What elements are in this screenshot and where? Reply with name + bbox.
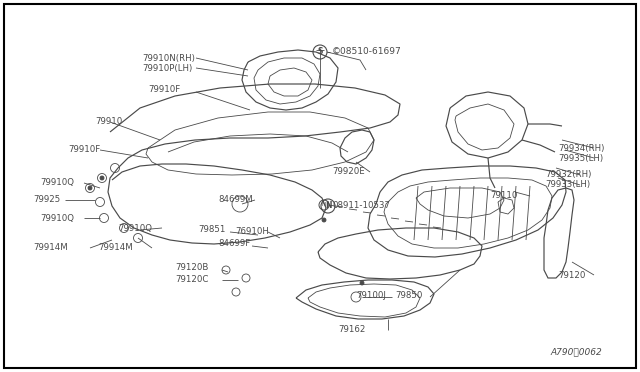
Text: 79920E: 79920E [332,167,365,176]
Text: 76910H: 76910H [235,228,269,237]
Text: 79925: 79925 [33,196,60,205]
Text: 79110: 79110 [490,192,517,201]
Text: 79162: 79162 [339,326,365,334]
Text: 79910F: 79910F [148,86,180,94]
Text: 79850: 79850 [395,291,422,299]
Text: 79910P(LH): 79910P(LH) [142,64,192,73]
Text: N: N [322,202,326,208]
Circle shape [88,186,92,190]
Text: 79120: 79120 [558,270,586,279]
Text: 79914M: 79914M [98,244,132,253]
Text: 79910F: 79910F [68,145,100,154]
Text: 79910N(RH): 79910N(RH) [142,54,195,62]
Text: 79120C: 79120C [175,276,209,285]
Circle shape [322,218,326,222]
Text: 79100J: 79100J [356,291,386,299]
Text: N: N [324,202,332,211]
Text: A790　0062: A790 0062 [550,347,602,356]
Text: 79910Q: 79910Q [40,214,74,222]
Text: 79120B: 79120B [175,263,209,273]
Text: 79933(LH): 79933(LH) [545,180,590,189]
Text: 79932(RH): 79932(RH) [545,170,591,180]
Text: 79914M: 79914M [33,244,68,253]
Text: 79934(RH): 79934(RH) [558,144,604,153]
Text: 08911-10537: 08911-10537 [332,201,390,209]
Circle shape [100,176,104,180]
Text: 79910Q: 79910Q [40,179,74,187]
Text: 84699F: 84699F [218,240,250,248]
Text: 84699M: 84699M [218,196,253,205]
Text: 79935(LH): 79935(LH) [558,154,603,163]
Circle shape [360,281,364,285]
Text: 79910Q: 79910Q [118,224,152,232]
Text: 79851: 79851 [198,225,225,234]
Text: ©08510-61697: ©08510-61697 [332,48,402,57]
Text: 79910: 79910 [95,118,122,126]
Text: S: S [317,48,323,57]
